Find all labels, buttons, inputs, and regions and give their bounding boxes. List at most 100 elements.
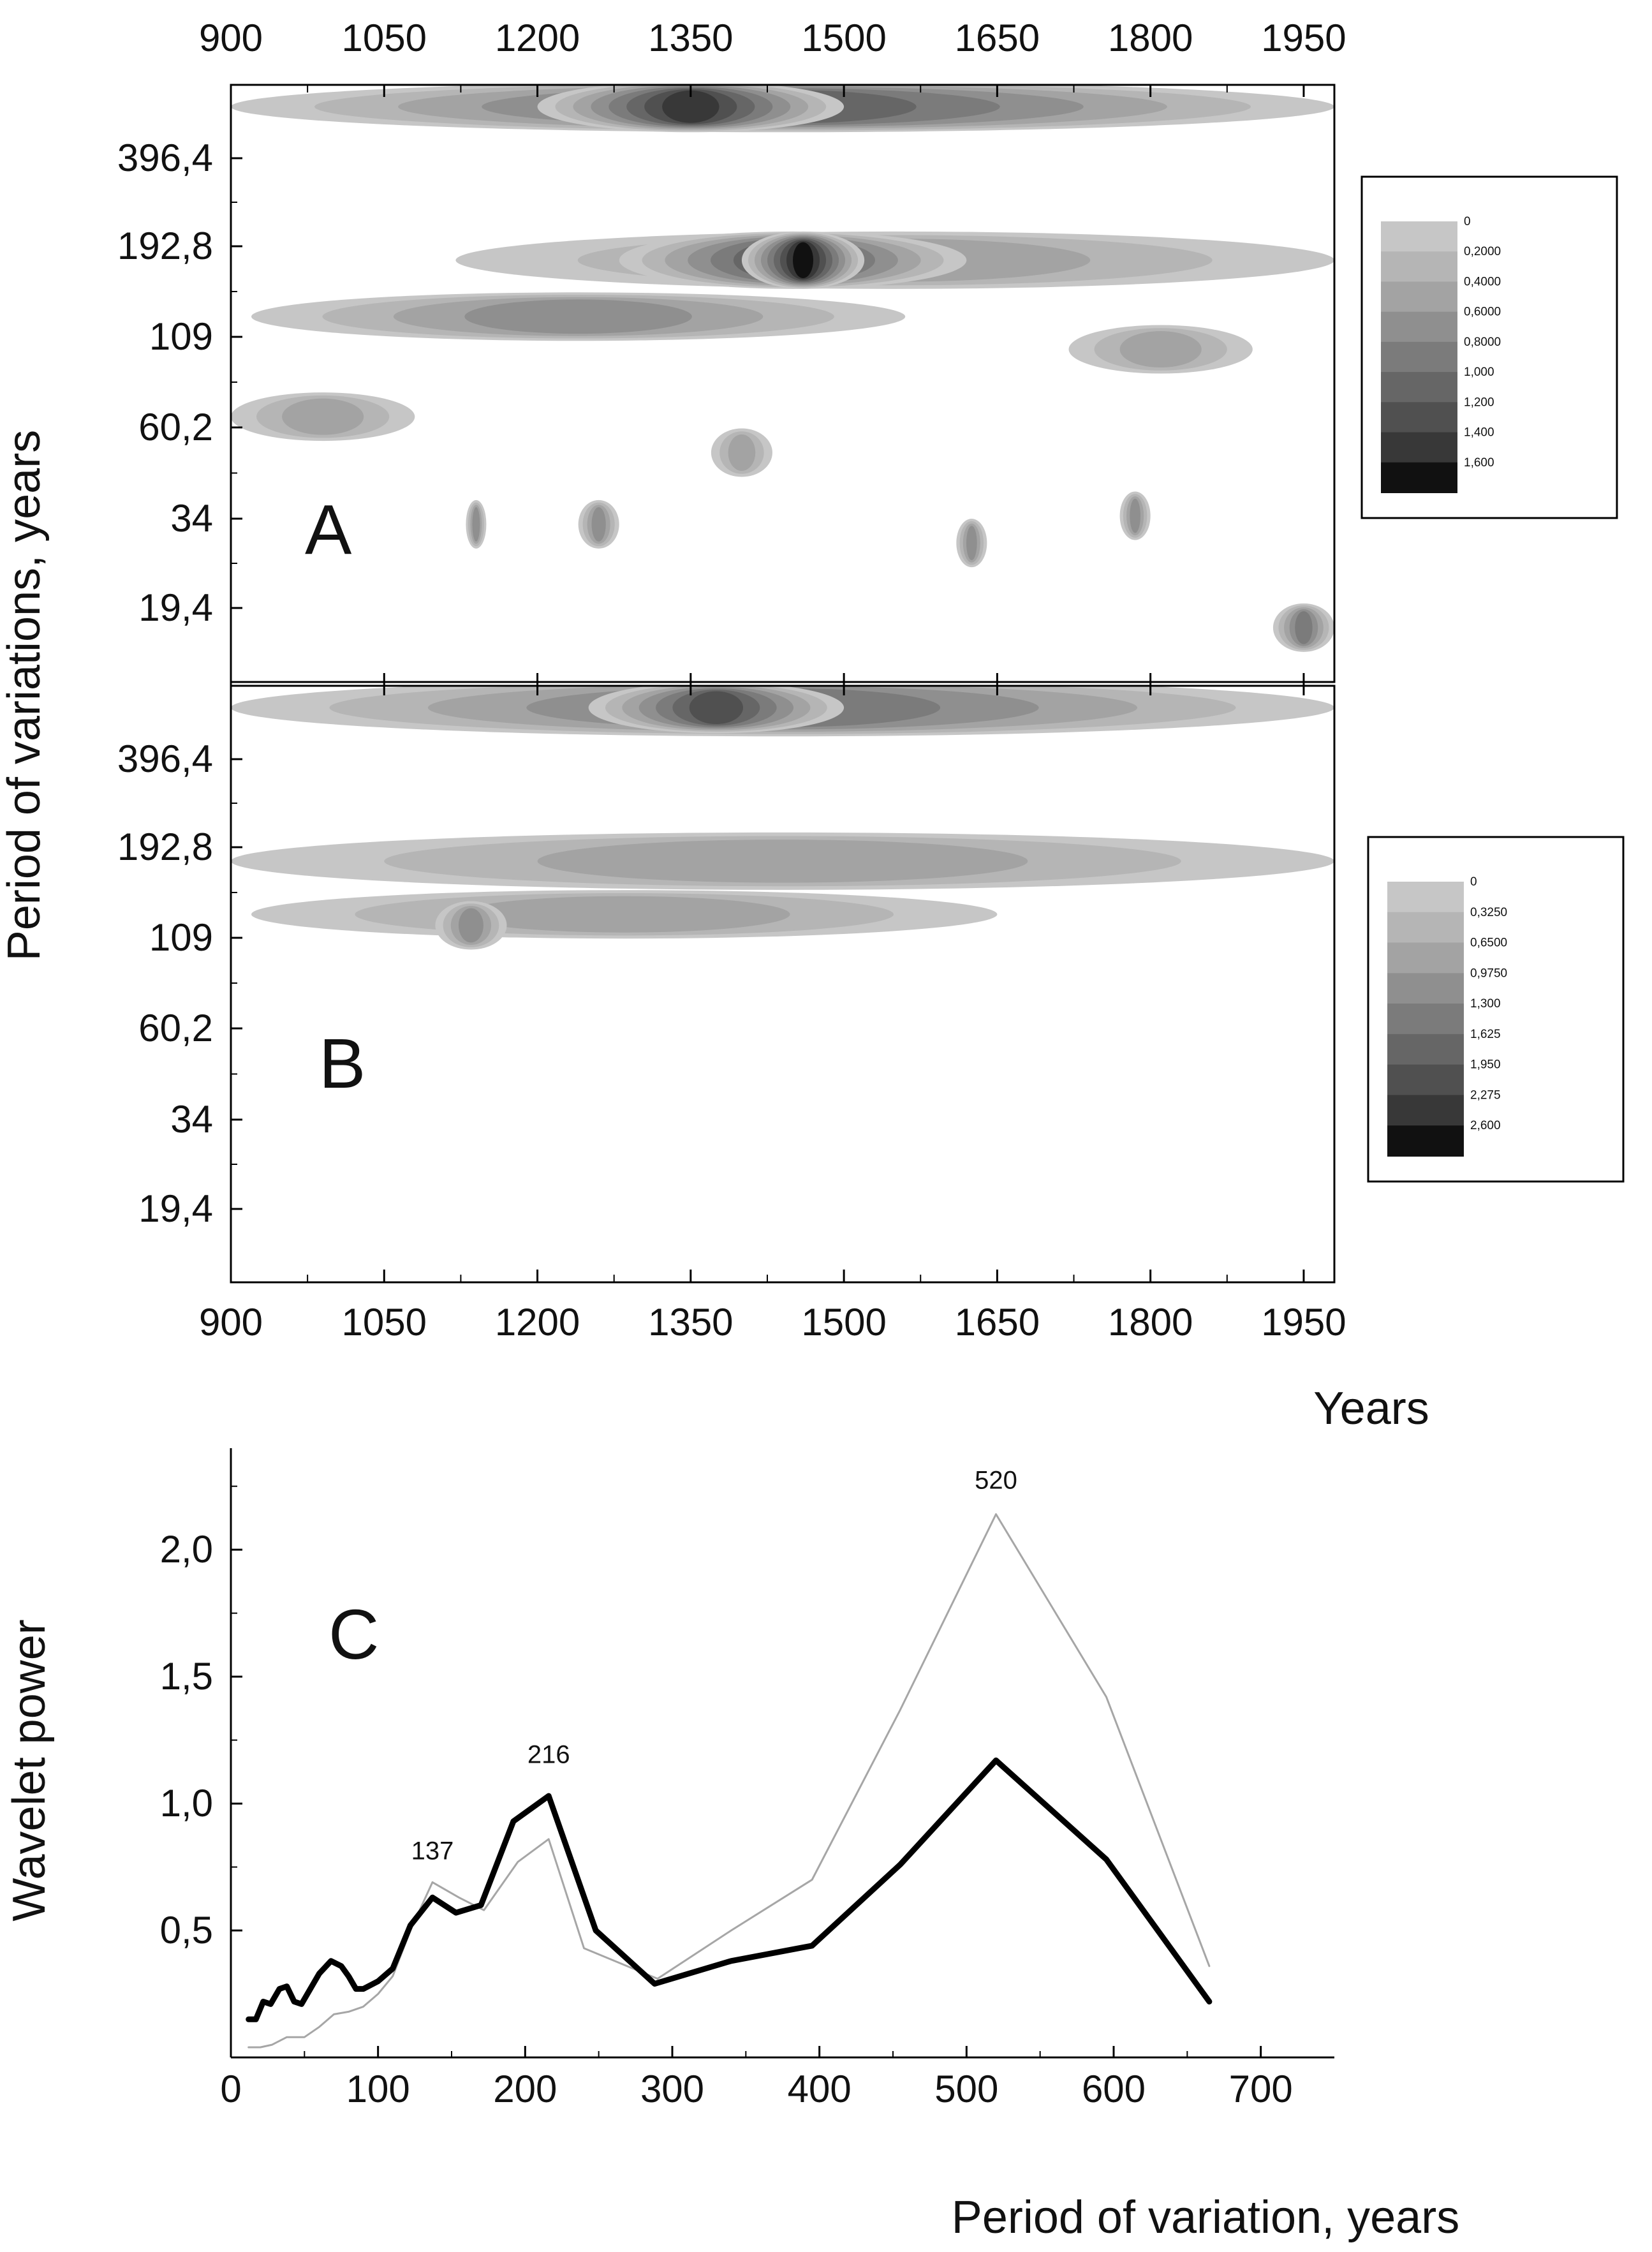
legend-a-label-2: 0,4000: [1464, 275, 1501, 288]
bottom-x-tick-label-1: 1050: [342, 1301, 427, 1344]
contour-a-10-level-3: [591, 507, 606, 542]
peak-label-216: 216: [527, 1740, 570, 1768]
contour-a-4-level-8: [793, 242, 814, 278]
legend-a-swatch-2: [1381, 281, 1457, 313]
y-axis-periods: 396,4 192,8 109 60,2 34 19,4 396,4 192,8 109 60,2…: [117, 137, 242, 1230]
y-tick-label-a-0: 396,4: [117, 137, 213, 179]
legend-b-swatch-3: [1387, 973, 1464, 1005]
contour-a-1-level-7: [662, 90, 719, 123]
y-tick-label-b-2: 109: [149, 916, 213, 959]
top-x-tick-label-5: 1650: [955, 17, 1040, 59]
panel-a-background: [231, 85, 1334, 682]
panel-a-frame: [230, 84, 1336, 683]
bottom-x-axis: 900 1050 1200 1350 1500 1650 1800 1950: [199, 1270, 1346, 1344]
legend-b-label-3: 0,9750: [1470, 967, 1507, 980]
legend-a-swatch-7: [1381, 432, 1457, 463]
top-x-tick-label-7: 1950: [1261, 17, 1346, 59]
contour-a-13-level-4: [1295, 611, 1313, 644]
panel-c-peak-labels: 137 216 520: [411, 1467, 1017, 1865]
contour-a-9-level-3: [472, 507, 480, 542]
legend-a-swatch-0: [1381, 221, 1457, 253]
y-tick-label-a-1: 192,8: [117, 225, 213, 267]
y-tick-label-a-4: 34: [170, 497, 213, 540]
top-x-axis: 900 1050 1200 1350 1500 1650 1800 1950: [199, 17, 1346, 695]
legend-a-label-0: 0: [1464, 215, 1471, 228]
contour-b-4-level-3: [458, 908, 483, 943]
y-tick-label-b-3: 60,2: [138, 1007, 213, 1049]
c-y-tick-label-0: 0,5: [160, 1909, 213, 1952]
top-x-tick-label-4: 1500: [801, 17, 886, 59]
contour-a-7-level-2: [282, 398, 364, 435]
legend-b-swatch-8: [1387, 1125, 1464, 1157]
c-x-tick-label-3: 300: [640, 2068, 704, 2110]
panel-c-letter: C: [328, 1596, 379, 1674]
legend-b-swatch-5: [1387, 1033, 1464, 1065]
series-line-thick: [246, 1757, 1213, 2022]
bottom-x-tick-label-2: 1200: [495, 1301, 580, 1344]
panel-b-contours: [231, 686, 1334, 950]
y-axis-title-wavelet-power: Wavelet power: [4, 1619, 55, 1922]
legend-a-swatch-3: [1381, 311, 1457, 343]
top-x-tick-label-0: 900: [199, 17, 263, 59]
legend-a: 0 0,2000 0,4000 0,6000 0,8000 1,000 1,200 1,400…: [1361, 175, 1618, 519]
bottom-x-tick-label-5: 1650: [955, 1301, 1040, 1344]
contour-a-11-level-3: [966, 526, 977, 560]
bottom-x-tick-label-7: 1950: [1261, 1301, 1346, 1344]
y-tick-label-a-5: 19,4: [138, 586, 213, 629]
c-x-tick-label-2: 200: [493, 2068, 557, 2110]
c-x-tick-label-4: 400: [788, 2068, 852, 2110]
c-y-tick-label-1: 1,0: [160, 1782, 213, 1825]
legend-a-swatch-4: [1381, 341, 1457, 373]
x-axis-title-years: Years: [1313, 1383, 1429, 1434]
panel-a-contours: [231, 85, 1334, 652]
panel-b-heatmap: B: [230, 685, 1336, 1284]
bottom-x-tick-label-0: 900: [199, 1301, 263, 1344]
c-x-tick-label-7: 700: [1229, 2068, 1293, 2110]
x-axis-title-period: Period of variation, years: [952, 2192, 1459, 2243]
legend-a-label-7: 1,400: [1464, 426, 1494, 440]
legend-a-label-8: 1,600: [1464, 456, 1494, 470]
contour-a-8-level-2: [728, 434, 756, 471]
bottom-x-tick-label-6: 1800: [1108, 1301, 1193, 1344]
y-tick-label-a-2: 109: [149, 315, 213, 358]
legend-b-label-8: 2,600: [1470, 1119, 1501, 1132]
top-x-tick-label-6: 1800: [1108, 17, 1193, 59]
legend-a-swatch-1: [1381, 251, 1457, 283]
panel-a-letter: A: [305, 491, 352, 569]
legend-b-label-2: 0,6500: [1470, 937, 1507, 950]
y-tick-label-b-0: 396,4: [117, 737, 213, 780]
contour-b-3-level-2: [458, 896, 790, 933]
series-line-thin: [247, 1513, 1211, 2048]
legend-a-label-5: 1,000: [1464, 366, 1494, 379]
contour-a-5-level-3: [464, 299, 692, 334]
bottom-x-tick-label-3: 1350: [648, 1301, 733, 1344]
panel-a-border: [230, 84, 1336, 683]
peak-label-137: 137: [411, 1837, 454, 1865]
legend-a-swatch-5: [1381, 372, 1457, 403]
panel-c-line-chart: 0 100 200 300 400 500 600 700 0,5 1,0 1,5 2,0 137 21…: [4, 1448, 1459, 2243]
legend-b-swatch-1: [1387, 912, 1464, 944]
legend-b-label-7: 2,275: [1470, 1088, 1501, 1102]
panel-b-border: [230, 685, 1336, 1284]
panel-a-heatmap: A: [230, 84, 1336, 683]
legend-b-swatch-4: [1387, 1004, 1464, 1035]
panel-b-background: [231, 686, 1334, 1282]
c-x-tick-label-1: 100: [346, 2068, 410, 2110]
contour-a-6-level-2: [1119, 331, 1202, 368]
legend-b-label-0: 0: [1470, 875, 1477, 889]
top-x-tick-label-1: 1050: [342, 17, 427, 59]
y-tick-label-a-3: 60,2: [138, 406, 213, 448]
y-axis-title-periods: Period of variations, years: [0, 430, 50, 961]
legend-b-label-6: 1,950: [1470, 1058, 1501, 1072]
c-x-tick-label-5: 500: [934, 2068, 998, 2110]
c-x-tick-label-6: 600: [1082, 2068, 1146, 2110]
contour-b-2-level-2: [537, 840, 1028, 883]
contour-a-12-level-3: [1130, 498, 1140, 533]
legend-a-label-1: 0,2000: [1464, 245, 1501, 258]
c-x-tick-label-0: 0: [220, 2068, 241, 2110]
bottom-x-tick-label-4: 1500: [801, 1301, 886, 1344]
legend-b-label-5: 1,625: [1470, 1028, 1501, 1041]
contour-b-1-level-6: [689, 691, 744, 725]
y-tick-label-b-5: 19,4: [138, 1187, 213, 1230]
legend-b-swatch-6: [1387, 1064, 1464, 1096]
